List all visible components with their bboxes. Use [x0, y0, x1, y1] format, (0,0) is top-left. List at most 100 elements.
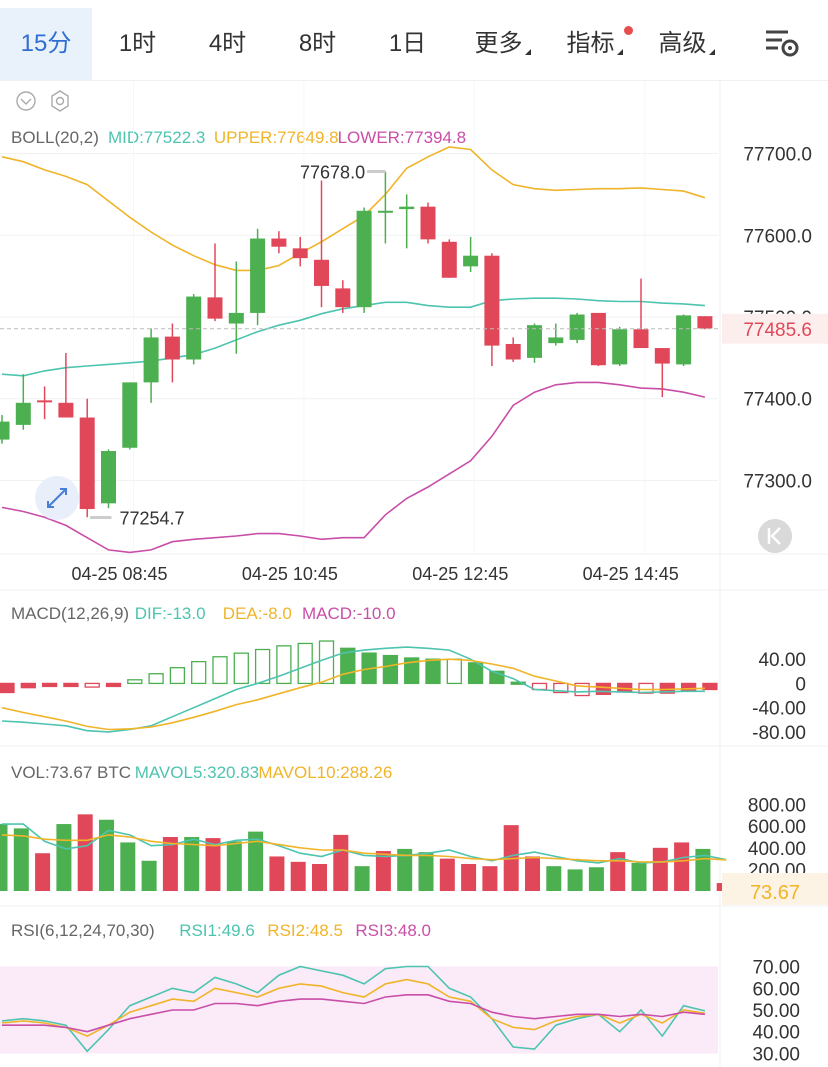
candle-body	[292, 248, 308, 259]
macd-bar	[553, 682, 569, 694]
x-tick-label: 04-25 08:45	[71, 564, 167, 584]
dropdown-triangle-icon	[524, 49, 531, 55]
volume-bar	[631, 862, 647, 891]
candle-body	[314, 259, 329, 286]
macd-bar	[276, 645, 292, 685]
macd-bar	[20, 682, 36, 689]
tab-6[interactable]: 指标	[552, 8, 637, 80]
volume-tag-label: 73.67	[750, 882, 800, 904]
volume-bar	[162, 837, 178, 891]
macd-bar	[254, 648, 271, 685]
tab-2[interactable]: 4时	[185, 8, 270, 80]
mavol10-line	[1, 834, 727, 863]
kline-chart[interactable]: BOLL(20,2) MID:77522.3 UPPER:77649.8LOWER:…	[0, 80, 828, 1067]
expand-glyph	[47, 501, 54, 508]
candle-body	[335, 288, 351, 308]
tab-label: 指标	[566, 30, 615, 57]
tab-4[interactable]: 1日	[365, 8, 450, 80]
boll-lower-line	[1, 381, 706, 554]
dea-line	[1, 658, 705, 731]
tab-1[interactable]: 1时	[95, 8, 180, 80]
candle-body	[79, 417, 95, 510]
y-tick-label: 40.00	[758, 650, 806, 671]
volume-bar	[226, 841, 242, 891]
jump-glyph	[770, 527, 781, 545]
candle-body	[122, 382, 138, 448]
gear-icon	[51, 90, 69, 112]
boll-upper-line	[1, 146, 706, 272]
macd-bar	[659, 682, 675, 694]
candle-body	[484, 255, 500, 346]
y-tick-label: 0	[795, 674, 806, 695]
macd-bar	[531, 682, 548, 691]
legend-item: MID:77522.3	[108, 128, 205, 147]
candle-body	[164, 336, 180, 360]
current-price-label: 77485.6	[743, 320, 812, 341]
macd-bar	[446, 658, 462, 685]
legend-item: RSI1:49.6	[179, 921, 255, 940]
tab-label: 1时	[118, 30, 157, 57]
legend-item: MACD:-10.0	[302, 604, 396, 623]
volume-bar	[439, 858, 455, 891]
candle-body	[399, 206, 415, 210]
y-tick-label: 70.00	[752, 958, 800, 979]
legend-item: UPPER:77649.8	[214, 128, 339, 147]
chart-settings-icon[interactable]	[762, 22, 802, 66]
macd-bar	[297, 642, 313, 685]
y-tick-label: 800.00	[748, 796, 806, 817]
tab-5[interactable]: 更多	[460, 8, 545, 80]
tab-label: 高级	[658, 30, 707, 57]
volume-bar	[461, 864, 477, 891]
dropdown-triangle-icon	[616, 49, 623, 55]
tab-7[interactable]: 高级	[644, 8, 729, 80]
volume-bar	[525, 856, 540, 891]
legend-item: BOLL(20,2)	[11, 128, 99, 147]
y-tick-label: -80.00	[752, 723, 806, 744]
volume-bar	[567, 869, 583, 891]
current-price-tag	[722, 313, 828, 344]
volume-bar	[141, 860, 157, 891]
tab-0[interactable]: 15分	[0, 8, 92, 80]
candle-body	[15, 402, 31, 425]
macd-bar	[467, 662, 484, 685]
candle-body	[612, 329, 628, 365]
candle-body	[356, 210, 372, 308]
macd-bar	[84, 682, 100, 688]
volume-bar	[13, 828, 29, 891]
volume-bar	[290, 861, 306, 891]
macd-bar	[382, 654, 399, 685]
macd-bar	[702, 682, 718, 691]
y-tick-label: 600.00	[748, 817, 806, 838]
macd-bar	[510, 681, 526, 685]
candle-body	[101, 451, 116, 504]
candle-body	[633, 329, 649, 349]
tab-label: 15分	[20, 30, 72, 57]
volume-bar	[652, 847, 668, 891]
candle-body	[590, 312, 606, 366]
tab-3[interactable]: 8时	[275, 8, 360, 80]
macd-bar	[148, 673, 164, 685]
dif-line	[1, 646, 705, 733]
candle-body	[250, 238, 266, 313]
volume-bar	[312, 864, 327, 891]
x-tick-label: 04-25 14:45	[583, 564, 679, 584]
expand-glyph	[47, 488, 67, 508]
rsi-band	[0, 966, 718, 1054]
tab-label: 8时	[298, 30, 337, 57]
volume-bar	[546, 866, 562, 891]
volume-tag	[722, 873, 828, 905]
volume-bar	[333, 834, 349, 891]
legend-item: RSI3:48.0	[355, 921, 431, 940]
x-tick-label: 04-25 12:45	[412, 564, 508, 584]
y-tick-label: 400.00	[748, 839, 806, 860]
volume-bar	[99, 819, 114, 891]
volume-bar	[588, 867, 604, 891]
volume-bar	[184, 837, 200, 891]
rsi2-line	[1, 978, 706, 1037]
gear-center	[55, 96, 65, 106]
chevron-down-glyph	[20, 98, 32, 105]
legend-item: DEA:-8.0	[223, 604, 292, 623]
timeframe-tabbar: 15分 1时 4时 8时 1日 更多 指标 高级	[0, 8, 828, 81]
candle-body	[377, 210, 393, 213]
legend-item: RSI2:48.5	[267, 921, 343, 940]
